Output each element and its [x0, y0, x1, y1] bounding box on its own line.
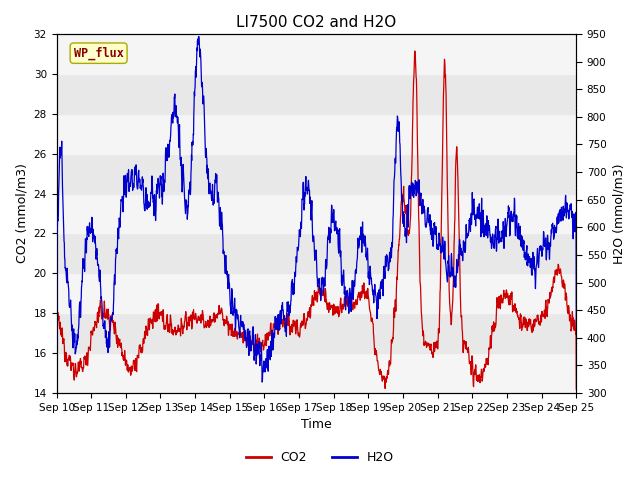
Title: LI7500 CO2 and H2O: LI7500 CO2 and H2O — [236, 15, 397, 30]
Legend: CO2, H2O: CO2, H2O — [241, 446, 399, 469]
Bar — [56, 313, 576, 353]
Bar — [56, 74, 576, 114]
Text: WP_flux: WP_flux — [74, 47, 124, 60]
Bar — [56, 274, 576, 313]
Bar — [56, 114, 576, 154]
Y-axis label: CO2 (mmol/m3): CO2 (mmol/m3) — [15, 164, 28, 264]
X-axis label: Time: Time — [301, 419, 332, 432]
Y-axis label: H2O (mmol/m3): H2O (mmol/m3) — [612, 163, 625, 264]
Bar — [56, 34, 576, 74]
Bar — [56, 193, 576, 233]
Bar — [56, 353, 576, 393]
Bar — [56, 233, 576, 274]
Bar — [56, 154, 576, 193]
